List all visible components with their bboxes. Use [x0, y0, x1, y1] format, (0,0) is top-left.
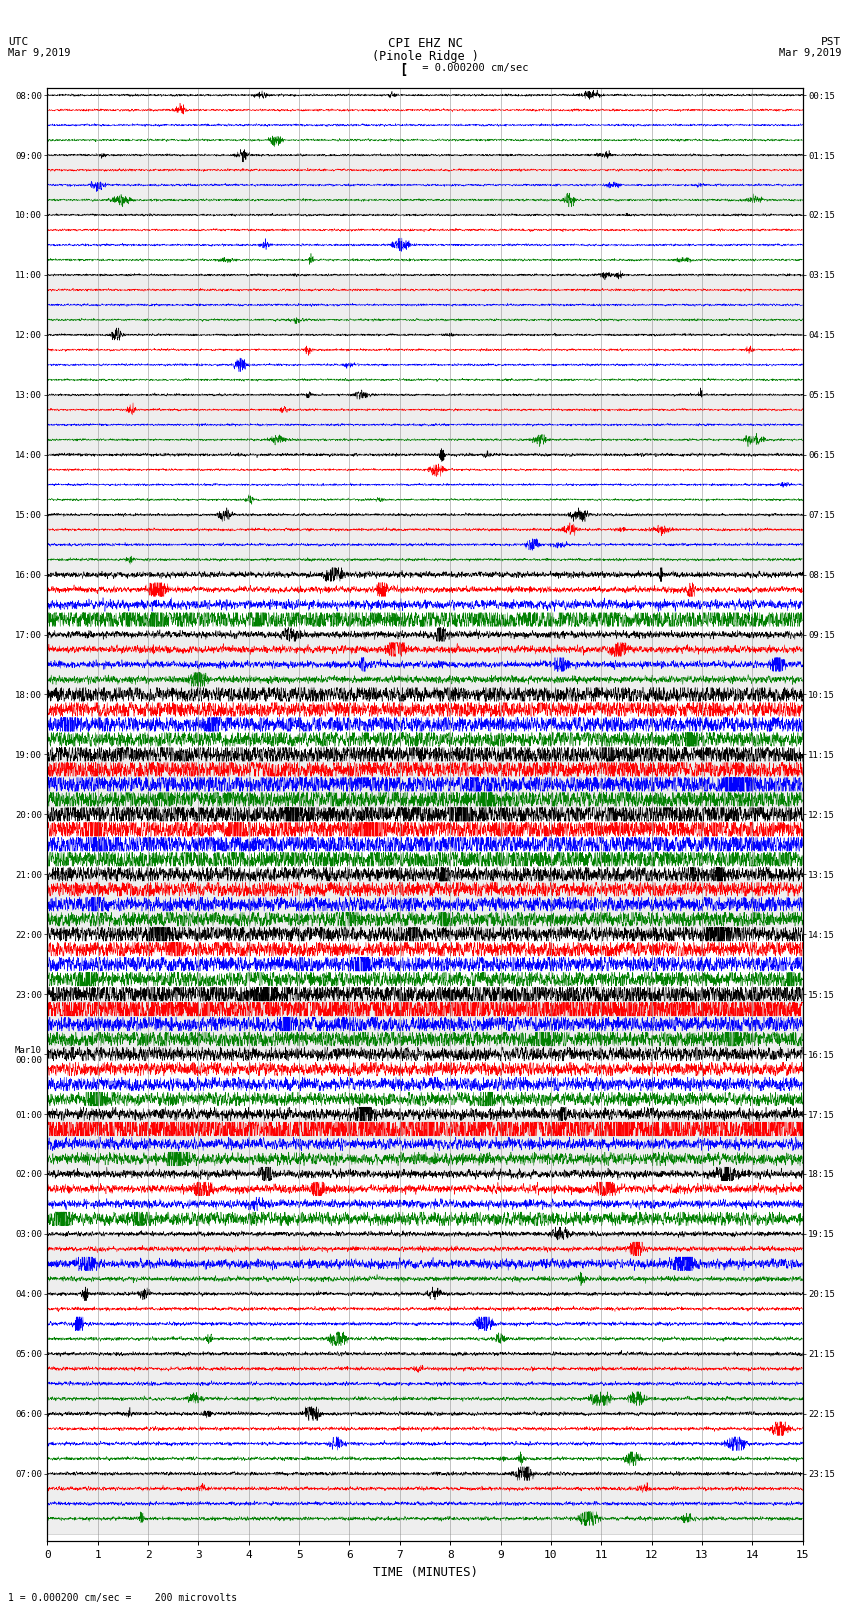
Bar: [48, 515, 802, 574]
Bar: [48, 1234, 802, 1294]
Text: Mar 9,2019: Mar 9,2019: [8, 48, 71, 58]
Bar: [48, 395, 802, 455]
Bar: [48, 1353, 802, 1413]
Bar: [48, 634, 802, 695]
Text: [: [: [400, 63, 408, 77]
Text: UTC: UTC: [8, 37, 29, 47]
Text: = 0.000200 cm/sec: = 0.000200 cm/sec: [416, 63, 529, 73]
X-axis label: TIME (MINUTES): TIME (MINUTES): [372, 1566, 478, 1579]
Text: Mar 9,2019: Mar 9,2019: [779, 48, 842, 58]
Bar: [48, 155, 802, 215]
Text: CPI EHZ NC: CPI EHZ NC: [388, 37, 462, 50]
Text: 1 = 0.000200 cm/sec =    200 microvolts: 1 = 0.000200 cm/sec = 200 microvolts: [8, 1594, 238, 1603]
Bar: [48, 874, 802, 934]
Text: (Pinole Ridge ): (Pinole Ridge ): [371, 50, 479, 63]
Bar: [48, 755, 802, 815]
Bar: [48, 274, 802, 336]
Bar: [48, 994, 802, 1053]
Text: PST: PST: [821, 37, 842, 47]
Bar: [48, 1474, 802, 1534]
Bar: [48, 1115, 802, 1174]
